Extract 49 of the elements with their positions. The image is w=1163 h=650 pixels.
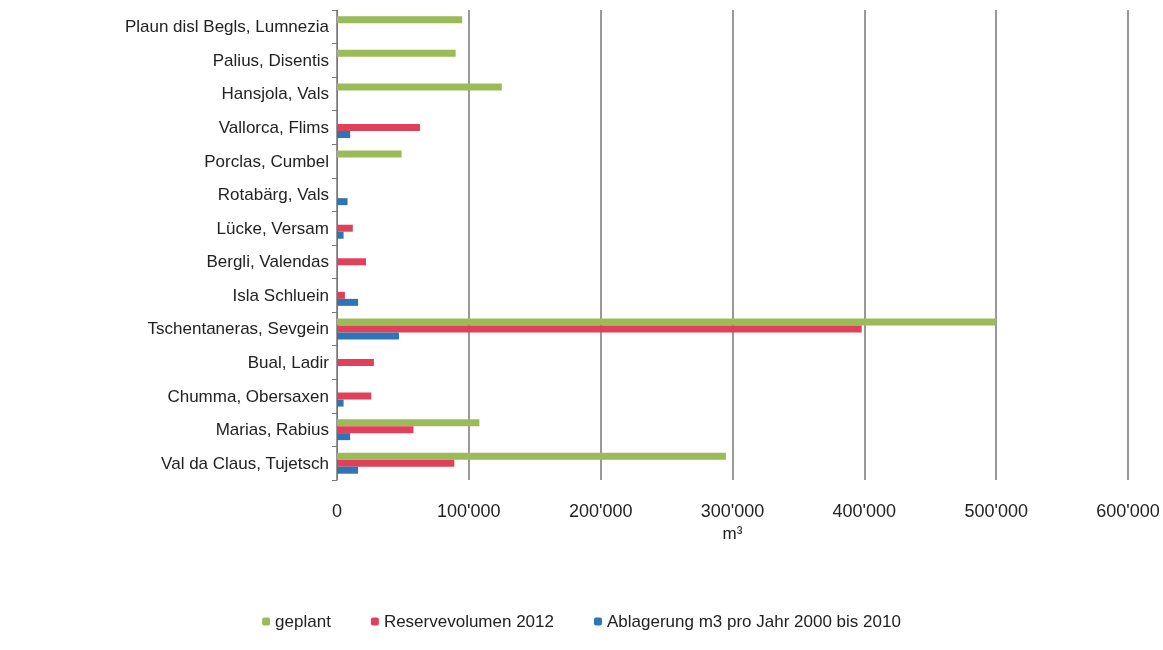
bar — [337, 231, 344, 239]
y-tick-label: Bual, Ladir — [247, 353, 330, 372]
bar — [337, 466, 359, 474]
y-tick-label: Vallorca, Flims — [218, 118, 329, 137]
bar — [337, 298, 359, 306]
y-tick-label: Porclas, Cumbel — [204, 151, 329, 171]
bar — [337, 452, 726, 460]
bar — [337, 392, 372, 400]
x-tick-label: 200'000 — [568, 501, 633, 521]
bar — [337, 131, 351, 138]
y-tick-label: Isla Schluein — [232, 285, 329, 305]
bar — [337, 224, 353, 232]
legend-label: geplant — [275, 612, 332, 631]
x-tick-label: 600'000 — [1096, 501, 1160, 521]
bar — [337, 318, 997, 326]
bar — [337, 433, 351, 441]
y-tick-label: Plaun disl Begls, Lumnezia — [124, 17, 330, 37]
y-tick-label: Tschentaneras, Sevgein — [147, 319, 329, 339]
bar — [337, 459, 455, 467]
x-tick-label: 400'000 — [832, 501, 897, 521]
x-axis-title: m³ — [722, 524, 743, 543]
bar — [337, 332, 399, 340]
bar — [337, 49, 456, 57]
legend-label: Ablagerung m3 pro Jahr 2000 bis 2010 — [606, 612, 901, 631]
y-tick-label: Bergli, Valendas — [206, 252, 329, 272]
x-tick-label: 100'000 — [437, 501, 501, 521]
y-tick-label: Marias, Rabius — [215, 420, 329, 440]
x-tick-label: 500'000 — [964, 501, 1028, 521]
bar — [337, 325, 862, 333]
bar — [337, 83, 502, 91]
bar — [337, 419, 480, 427]
x-tick-label: 0 — [331, 501, 343, 521]
bar — [337, 359, 374, 366]
x-tick-label: 300'000 — [700, 501, 765, 521]
bar — [337, 198, 348, 206]
y-tick-label: Rotabärg, Vals — [217, 185, 329, 205]
bar — [337, 426, 414, 434]
y-tick-label: Hansjola, Vals — [221, 84, 329, 104]
y-tick-label: Palius, Disentis — [212, 50, 329, 70]
legend-label: Reservevolumen 2012 — [383, 612, 554, 631]
bar — [337, 124, 421, 131]
bar — [337, 399, 344, 407]
bar — [337, 258, 366, 266]
bar — [337, 291, 345, 299]
y-tick-label: Lücke, Versam — [216, 218, 329, 238]
y-tick-label: Val da Claus, Tujetsch — [161, 453, 329, 473]
y-tick-label: Chumma, Obersaxen — [167, 386, 329, 406]
bar — [337, 150, 402, 158]
bar — [337, 16, 463, 24]
